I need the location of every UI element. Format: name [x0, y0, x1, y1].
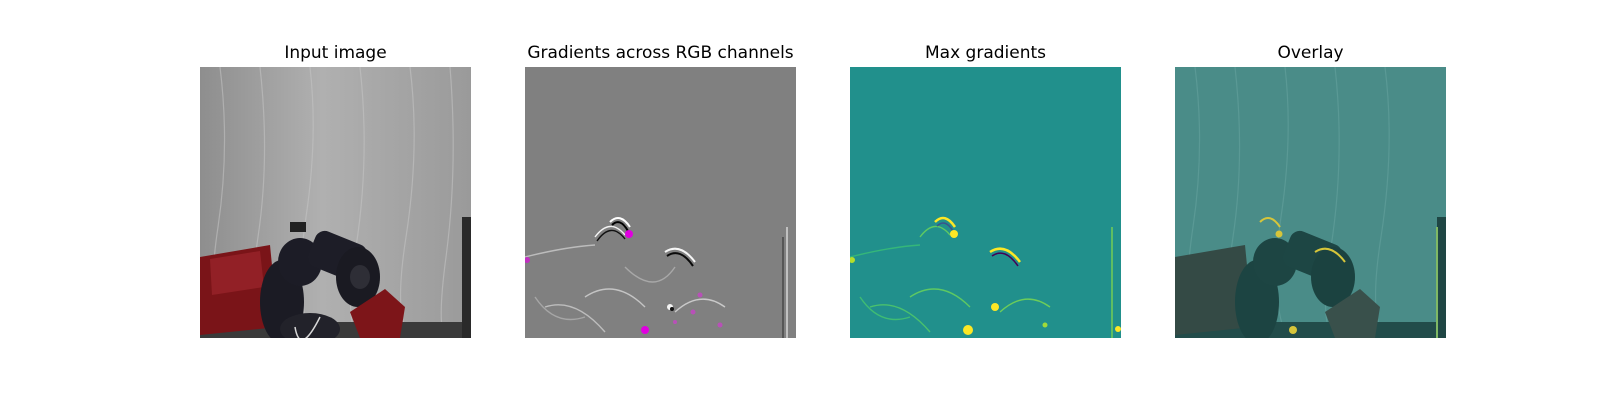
overlay-image	[1175, 67, 1446, 338]
overlay-svg	[1175, 67, 1446, 338]
input-image-svg	[200, 67, 471, 338]
panel-input-image: Input image	[200, 40, 471, 338]
rgb-gradient-image	[525, 67, 796, 338]
panel-overlay: Overlay	[1175, 40, 1446, 338]
panel-title: Overlay	[1277, 43, 1344, 63]
panel-rgb-gradients: Gradients across RGB channels	[525, 40, 796, 338]
input-image	[200, 67, 471, 338]
max-gradient-svg	[850, 67, 1121, 338]
rgb-gradient-svg	[525, 67, 796, 338]
panel-title: Input image	[284, 43, 387, 63]
max-gradient-image	[850, 67, 1121, 338]
panel-title: Max gradients	[924, 43, 1047, 63]
panel-max-gradients: Max gradients	[850, 40, 1121, 338]
panel-title: Gradients across RGB channels	[527, 43, 794, 63]
